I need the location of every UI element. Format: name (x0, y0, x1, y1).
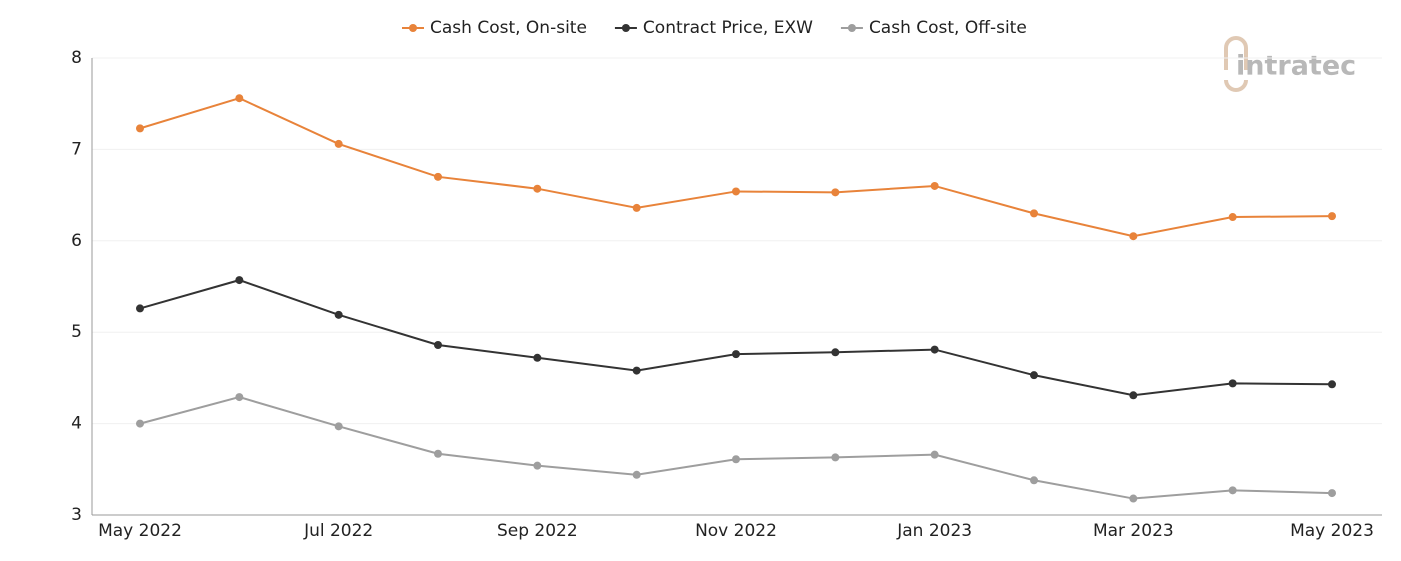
data-point (831, 348, 840, 357)
legend-label: Cash Cost, Off-site (869, 18, 1027, 38)
legend: Cash Cost, On-site Contract Price, EXW Cas… (402, 18, 1027, 38)
legend-swatch-dot (847, 24, 856, 32)
legend-swatch-dot (621, 24, 630, 32)
data-point (1030, 209, 1038, 218)
logo-text: intratec (1236, 51, 1356, 82)
y-tick-label: 8 (71, 48, 82, 68)
data-point (831, 453, 840, 462)
data-point (1228, 486, 1237, 495)
x-tick-label: Jul 2022 (303, 521, 373, 541)
data-point (235, 393, 244, 402)
x-tick-label: Nov 2022 (695, 521, 777, 541)
x-tick-label: May 2022 (98, 521, 182, 541)
x-tick-label: Sep 2022 (497, 521, 578, 541)
data-point (831, 188, 840, 197)
x-tick-label: Mar 2023 (1093, 521, 1174, 541)
data-point (136, 304, 144, 313)
logo: intratec (1224, 36, 1356, 92)
data-point (1228, 379, 1237, 388)
data-point (732, 350, 740, 359)
data-point (334, 422, 343, 431)
series-line (139, 396, 1333, 500)
y-tick-label: 3 (71, 505, 82, 525)
data-point (533, 184, 542, 193)
data-point (434, 449, 442, 458)
data-point (632, 366, 641, 375)
y-tick-label: 4 (71, 414, 82, 434)
legend-swatch-dot (409, 24, 417, 32)
data-point (434, 340, 442, 349)
data-point (533, 461, 542, 470)
x-tick-label: May 2023 (1290, 521, 1374, 541)
data-point (732, 455, 740, 464)
data-point (235, 276, 244, 285)
data-point (930, 450, 939, 459)
series-line (139, 279, 1333, 397)
data-point (1129, 494, 1138, 503)
data-point (235, 94, 244, 103)
legend-label: Cash Cost, On-site (430, 18, 587, 38)
data-point (1328, 212, 1336, 221)
data-point (136, 124, 144, 133)
data-point (1030, 371, 1038, 380)
data-point (334, 139, 343, 148)
y-tick-label: 6 (71, 231, 82, 251)
data-point (1328, 380, 1336, 389)
logo-icon (1224, 36, 1248, 70)
data-point (1328, 489, 1336, 498)
data-point (334, 310, 343, 319)
data-point (732, 187, 740, 196)
data-point (1030, 476, 1038, 485)
data-point (1129, 232, 1138, 241)
data-point (632, 470, 641, 479)
logo-icon (1224, 79, 1248, 92)
y-tick-label: 7 (71, 139, 82, 159)
x-tick-label: Jan 2023 (896, 521, 972, 541)
data-point (434, 172, 442, 181)
data-point (533, 353, 542, 362)
legend-label: Contract Price, EXW (643, 18, 813, 38)
data-point (1228, 213, 1237, 222)
data-point (930, 345, 939, 354)
series-line (139, 97, 1333, 238)
data-point (1129, 391, 1138, 400)
data-point (136, 419, 144, 428)
data-point (632, 203, 641, 212)
data-point (930, 181, 939, 190)
y-tick-label: 5 (71, 322, 82, 342)
